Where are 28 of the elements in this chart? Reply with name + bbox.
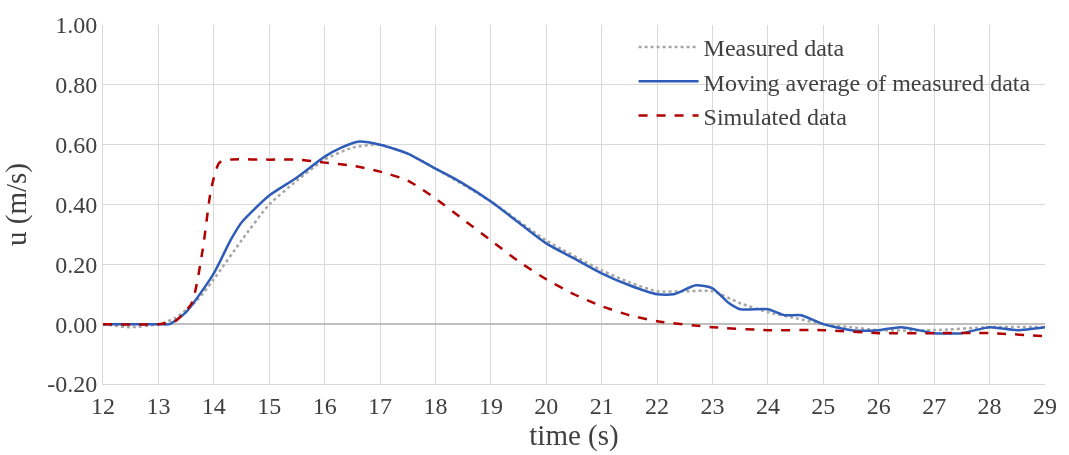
x-tick-label: 28	[977, 392, 1002, 419]
x-tick-label: 19	[478, 392, 503, 419]
x-tick-label: 24	[755, 392, 780, 419]
x-tick-label: 29	[1033, 392, 1057, 419]
x-tick-label: 26	[866, 392, 891, 419]
x-tick-label: 20	[534, 392, 559, 419]
legend-label: Simulated data	[703, 103, 848, 130]
x-tick-label: 21	[589, 392, 614, 419]
x-tick-label: 23	[700, 392, 725, 419]
y-tick-label: 0.80	[55, 72, 98, 99]
y-tick-label: 0.00	[55, 311, 98, 338]
legend-label: Moving average of measured data	[703, 69, 1031, 96]
x-tick-label: 27	[922, 392, 947, 419]
x-tick-label: 15	[257, 392, 282, 419]
x-tick-label: 13	[146, 392, 171, 419]
y-axis-title: u (m/s)	[0, 163, 33, 246]
y-tick-label: 0.60	[55, 132, 98, 159]
x-tick-label: 22	[645, 392, 670, 419]
x-tick-label: 18	[423, 392, 448, 419]
x-tick-label: 17	[368, 392, 393, 419]
x-axis-title: time (s)	[529, 418, 619, 452]
y-tick-label: 1.00	[55, 12, 98, 39]
y-tick-label: 0.20	[55, 251, 98, 278]
x-tick-label: 16	[312, 392, 337, 419]
x-tick-label: 14	[201, 392, 226, 419]
legend-label: Measured data	[703, 35, 845, 62]
x-tick-label: 25	[811, 392, 836, 419]
y-tick-label: 0.40	[55, 191, 98, 218]
